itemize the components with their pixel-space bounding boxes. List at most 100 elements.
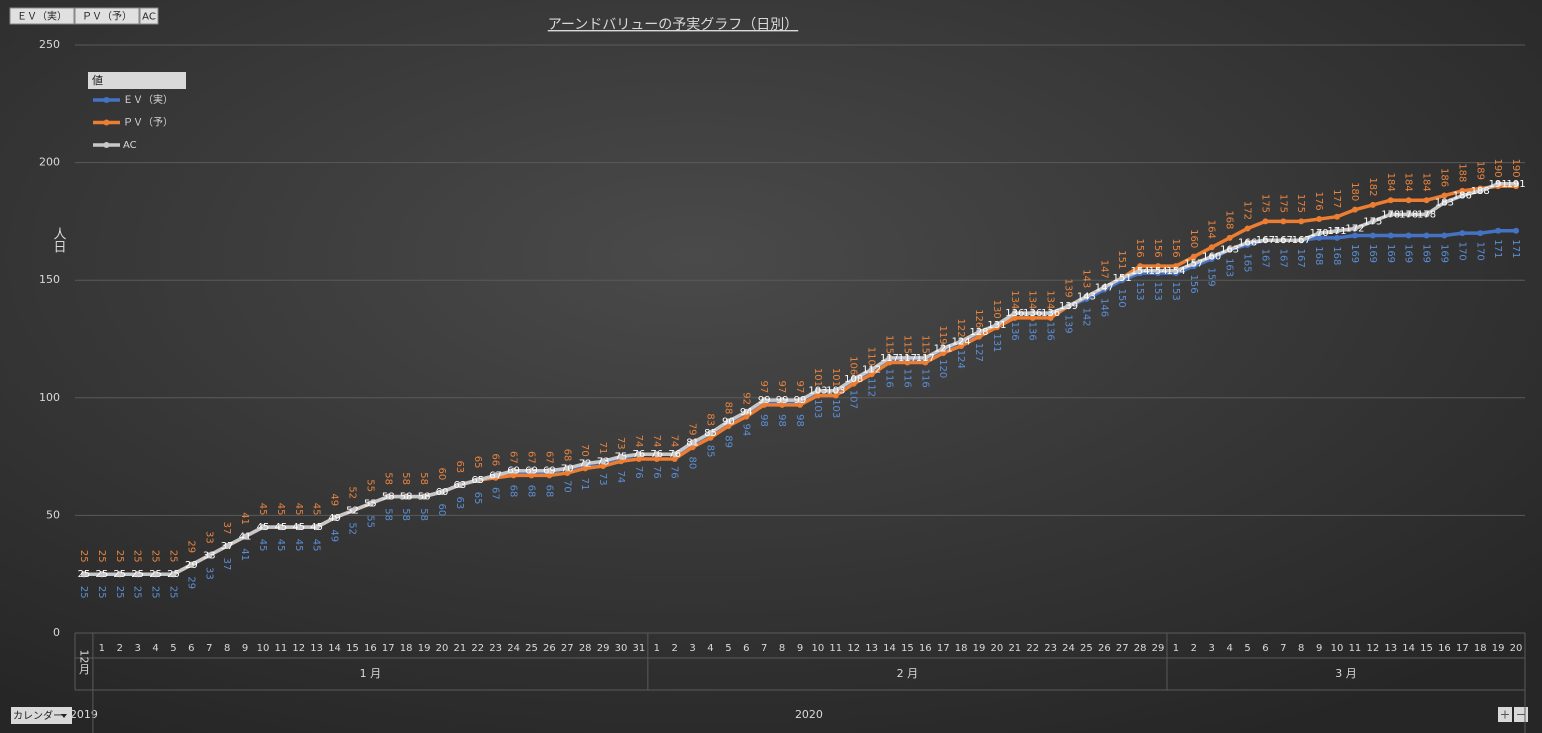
- series-point: [1441, 232, 1448, 239]
- data-label: 97: [758, 380, 769, 393]
- series-point: [814, 387, 821, 394]
- series-point: [1387, 197, 1394, 204]
- field-button[interactable]: [74, 7, 140, 25]
- data-label: 45: [275, 503, 286, 516]
- data-label: 25: [132, 550, 143, 563]
- x-tick-label: 5: [1244, 643, 1250, 654]
- data-label: 74: [651, 435, 662, 448]
- x-tick-label: 6: [188, 643, 194, 654]
- series-point: [403, 493, 410, 500]
- legend-label: AC: [123, 140, 137, 151]
- series-point: [1459, 192, 1466, 199]
- data-label: 45: [311, 539, 322, 552]
- x-tick-label: 16: [1438, 643, 1451, 654]
- series-point: [242, 533, 249, 540]
- series-point: [1244, 239, 1251, 246]
- series-point: [277, 524, 284, 531]
- data-label: 72: [579, 459, 592, 470]
- data-label: 124: [952, 336, 971, 347]
- series-point: [582, 465, 589, 472]
- data-label: 70: [561, 480, 572, 493]
- data-label: 25: [150, 586, 161, 599]
- data-label: 60: [436, 504, 447, 517]
- chart-title: アーンドバリューの予実グラフ（日別）: [548, 17, 798, 33]
- series-point: [600, 458, 607, 465]
- data-label: 55: [364, 515, 375, 528]
- x-tick-label: 2: [117, 643, 123, 654]
- data-label: 65: [471, 475, 484, 486]
- data-label: 134: [1045, 290, 1056, 309]
- series-point: [546, 467, 553, 474]
- series-point: [1316, 234, 1323, 241]
- field-button-label: ＰＶ（予）: [82, 11, 132, 23]
- data-label: 124: [955, 350, 966, 369]
- series-point: [1172, 267, 1179, 274]
- legend-marker: [103, 119, 110, 126]
- x-tick-label: 2: [1191, 643, 1197, 654]
- series-point: [850, 375, 857, 382]
- data-label: 103: [826, 386, 845, 397]
- data-label: 58: [382, 472, 393, 485]
- filter-button[interactable]: [11, 707, 72, 724]
- x-tick-label: 13: [310, 643, 323, 654]
- data-label: 119: [937, 326, 948, 345]
- data-label: 186: [1453, 191, 1472, 202]
- x-tick-label: 11: [274, 643, 287, 654]
- data-label: 154: [1166, 266, 1185, 277]
- series-point: [1226, 246, 1233, 253]
- x-tick-label: 1: [654, 643, 660, 654]
- field-button[interactable]: [139, 7, 159, 25]
- x-tick-label: 31: [633, 643, 646, 654]
- x-tick-label: 20: [436, 643, 449, 654]
- series-point: [868, 371, 875, 378]
- data-label: 117: [898, 353, 917, 364]
- data-label: 85: [704, 445, 715, 458]
- data-label: 120: [937, 359, 948, 378]
- data-label: 163: [1220, 245, 1239, 256]
- series-point: [224, 542, 231, 549]
- data-label: 167: [1274, 235, 1293, 246]
- x-tick-label: 25: [525, 643, 538, 654]
- x-tick-label: 10: [812, 643, 825, 654]
- data-label: 150: [1116, 289, 1127, 308]
- series-point: [1369, 218, 1376, 225]
- series-point: [1172, 263, 1179, 270]
- data-label: 52: [346, 486, 357, 499]
- x-tick-label: 24: [1062, 643, 1075, 654]
- series-point: [1011, 310, 1018, 317]
- series-point: [1351, 225, 1358, 232]
- series-point: [958, 338, 965, 345]
- data-label: 167: [1256, 235, 1275, 246]
- field-button[interactable]: [9, 7, 75, 25]
- x-tick-label: 22: [471, 643, 484, 654]
- series-point: [510, 472, 517, 479]
- x-tick-label: 5: [170, 643, 176, 654]
- data-label: 69: [525, 466, 538, 477]
- data-label: 116: [884, 369, 895, 388]
- x-tick-label: 17: [1456, 643, 1469, 654]
- data-label: 99: [794, 395, 807, 406]
- series-point: [492, 472, 499, 479]
- series-point: [761, 397, 768, 404]
- data-label: 112: [862, 365, 881, 376]
- data-label: 188: [1471, 186, 1490, 197]
- x-tick-label: 19: [973, 643, 986, 654]
- data-label: 182: [1367, 177, 1378, 196]
- series-point: [617, 458, 624, 465]
- month-label: 12月: [77, 650, 90, 675]
- x-tick-label: 16: [919, 643, 932, 654]
- x-tick-label: 6: [743, 643, 749, 654]
- series-point: [1477, 230, 1484, 237]
- data-label: 41: [239, 532, 252, 543]
- x-tick-label: 15: [346, 643, 359, 654]
- series-point: [1101, 284, 1108, 291]
- x-tick-label: 20: [991, 643, 1004, 654]
- series-point: [1262, 218, 1269, 225]
- series-point: [1208, 253, 1215, 260]
- data-label: 70: [579, 444, 590, 457]
- data-label: 67: [543, 451, 554, 464]
- data-label: 103: [812, 399, 823, 418]
- data-label: 134: [1027, 290, 1038, 309]
- data-label: 98: [776, 414, 787, 427]
- data-label: 167: [1292, 235, 1311, 246]
